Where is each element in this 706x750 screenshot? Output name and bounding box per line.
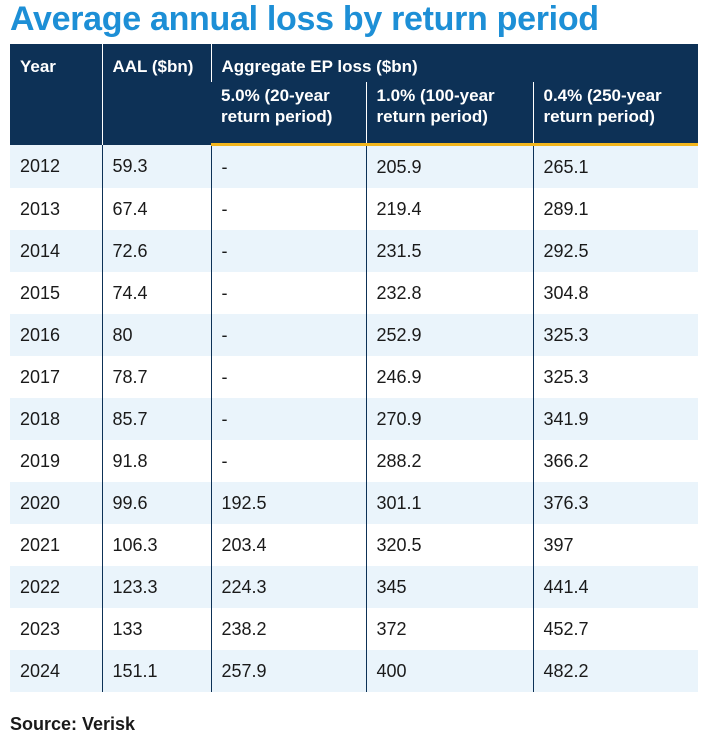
cell-ep-20yr: 238.2: [210, 608, 366, 650]
cell-ep-20yr: -: [210, 188, 366, 230]
cell-aal: 67.4: [101, 188, 211, 230]
cell-aal: 133: [101, 608, 211, 650]
cell-aal: 72.6: [101, 230, 211, 272]
table-row: 2016 80-252.9 325.3: [10, 314, 699, 356]
cell-aal: 85.7: [101, 398, 211, 440]
cell-ep-20yr: -: [210, 314, 366, 356]
header-year: Year: [10, 44, 102, 145]
cell-aal: 59.3: [101, 144, 211, 188]
cell-ep-100yr: 372: [365, 608, 533, 650]
cell-ep-100yr: 320.5: [365, 524, 533, 566]
cell-aal: 74.4: [101, 272, 211, 314]
cell-ep-250yr: 376.3: [532, 482, 699, 524]
cell-ep-100yr: 246.9: [365, 356, 533, 398]
cell-ep-250yr: 289.1: [532, 188, 699, 230]
cell-year: 2017: [10, 356, 102, 398]
cell-ep-100yr: 231.5: [365, 230, 533, 272]
table-row: 2018 85.7-270.9 341.9: [10, 398, 699, 440]
table-row: 2023 133 238.2 372 452.7: [10, 608, 699, 650]
table-body: 2012 59.3-205.9 265.1 2013 67.4-219.4 289.1 20…: [10, 144, 699, 692]
cell-ep-100yr: 232.8: [365, 272, 533, 314]
cell-ep-100yr: 205.9: [365, 144, 533, 188]
cell-ep-250yr: 366.2: [532, 440, 699, 482]
cell-ep-100yr: 252.9: [365, 314, 533, 356]
cell-year: 2013: [10, 188, 102, 230]
cell-ep-20yr: -: [210, 398, 366, 440]
cell-aal: 106.3: [101, 524, 211, 566]
cell-ep-20yr: -: [210, 272, 366, 314]
table-row: 2024 151.1 257.9 400 482.2: [10, 650, 699, 692]
header-aggregate-ep-loss: Aggregate EP loss ($bn): [210, 44, 699, 82]
source-note: Source: Verisk: [10, 714, 136, 734]
cell-year: 2016: [10, 314, 102, 356]
cell-ep-100yr: 270.9: [365, 398, 533, 440]
cell-ep-250yr: 482.2: [532, 650, 699, 692]
loss-table: Year AAL ($bn) Aggregate EP loss ($bn) 5…: [10, 44, 699, 692]
cell-ep-20yr: -: [210, 144, 366, 188]
cell-ep-20yr: 257.9: [210, 650, 366, 692]
table-row: 2015 74.4-232.8 304.8: [10, 272, 699, 314]
cell-ep-250yr: 341.9: [532, 398, 699, 440]
cell-ep-250yr: 304.8: [532, 272, 699, 314]
table-row: 2013 67.4-219.4 289.1: [10, 188, 699, 230]
cell-ep-250yr: 397: [532, 524, 699, 566]
cell-ep-20yr: 192.5: [210, 482, 366, 524]
table-header: Year AAL ($bn) Aggregate EP loss ($bn) 5…: [10, 44, 699, 146]
cell-aal: 78.7: [101, 356, 211, 398]
cell-year: 2014: [10, 230, 102, 272]
cell-ep-100yr: 288.2: [365, 440, 533, 482]
cell-year: 2018: [10, 398, 102, 440]
header-ep-100yr: 1.0% (100-year return period): [365, 82, 533, 146]
cell-year: 2015: [10, 272, 102, 314]
cell-ep-100yr: 219.4: [365, 188, 533, 230]
cell-aal: 151.1: [101, 650, 211, 692]
table-row: 2020 99.6 192.5 301.1 376.3: [10, 482, 699, 524]
cell-ep-250yr: 325.3: [532, 314, 699, 356]
cell-ep-100yr: 345: [365, 566, 533, 608]
cell-ep-250yr: 292.5: [532, 230, 699, 272]
cell-ep-250yr: 452.7: [532, 608, 699, 650]
cell-ep-100yr: 301.1: [365, 482, 533, 524]
header-ep-250yr: 0.4% (250-year return period): [532, 82, 699, 146]
header-ep-20yr: 5.0% (20-year return period): [211, 82, 366, 146]
cell-ep-20yr: -: [210, 440, 366, 482]
page-title: Average annual loss by return period: [10, 0, 599, 38]
cell-ep-20yr: -: [210, 356, 366, 398]
cell-ep-20yr: -: [210, 230, 366, 272]
cell-ep-100yr: 400: [365, 650, 533, 692]
cell-ep-20yr: 224.3: [210, 566, 366, 608]
cell-year: 2019: [10, 440, 102, 482]
header-aal: AAL ($bn): [101, 44, 211, 145]
cell-aal: 80: [101, 314, 211, 356]
cell-year: 2021: [10, 524, 102, 566]
table-row: 2014 72.6-231.5 292.5: [10, 230, 699, 272]
table-row: 2022 123.3 224.3 345 441.4: [10, 566, 699, 608]
cell-year: 2022: [10, 566, 102, 608]
cell-aal: 99.6: [101, 482, 211, 524]
table-row: 2017 78.7-246.9 325.3: [10, 356, 699, 398]
cell-ep-20yr: 203.4: [210, 524, 366, 566]
table-row: 2019 91.8-288.2 366.2: [10, 440, 699, 482]
table-row: 2012 59.3-205.9 265.1: [10, 144, 699, 188]
cell-year: 2024: [10, 650, 102, 692]
cell-year: 2020: [10, 482, 102, 524]
cell-year: 2023: [10, 608, 102, 650]
cell-ep-250yr: 265.1: [532, 144, 699, 188]
cell-year: 2012: [10, 144, 102, 188]
cell-aal: 91.8: [101, 440, 211, 482]
cell-aal: 123.3: [101, 566, 211, 608]
table-row: 2021 106.3 203.4 320.5 397: [10, 524, 699, 566]
cell-ep-250yr: 325.3: [532, 356, 699, 398]
cell-ep-250yr: 441.4: [532, 566, 699, 608]
